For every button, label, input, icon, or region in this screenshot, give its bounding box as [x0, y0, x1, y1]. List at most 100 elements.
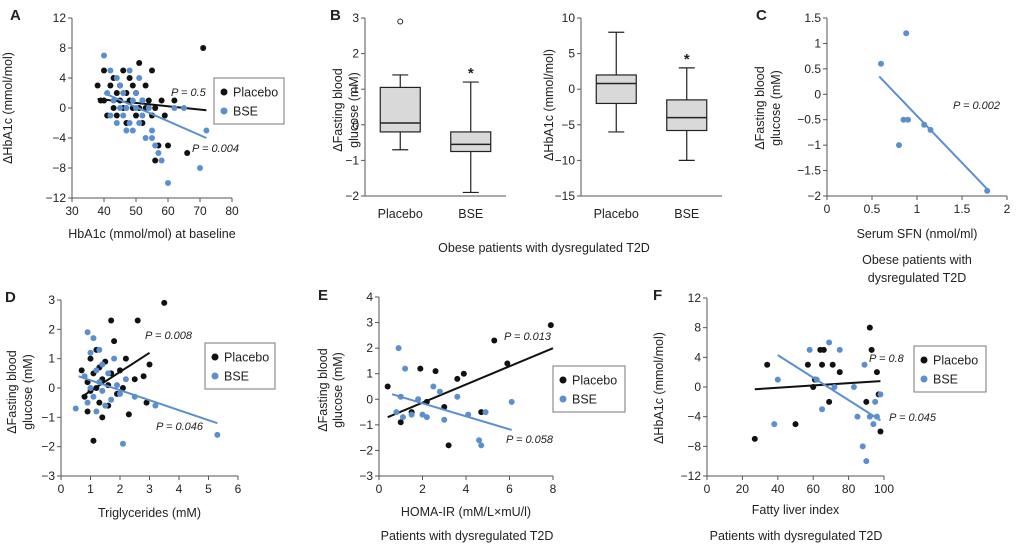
E-point-placebo [397, 419, 404, 426]
A-point-placebo [110, 105, 117, 111]
E-point-bse [476, 437, 483, 444]
F-point-bse [850, 384, 857, 390]
A-pvalue-placebo: P = 0.5 [171, 87, 207, 99]
D-point-bse [214, 431, 221, 438]
B2-box-placebo [595, 74, 637, 105]
C-panel-letter: C [756, 7, 767, 24]
D-point-bse [111, 355, 118, 362]
D-x-tick-label: 3 [146, 482, 153, 496]
E-y-axis-label-line1: ΔFasting blood [316, 348, 330, 431]
F-pvalue-placebo: P = 0.8 [869, 353, 905, 365]
E-point-bse [430, 383, 437, 390]
F-point-bse [774, 376, 781, 383]
D-legend-marker-bse [211, 372, 219, 380]
A-point-bse [165, 180, 171, 186]
D-y-tick-label: −3 [41, 469, 55, 483]
E-trendline-placebo [387, 347, 554, 419]
F-point-bse [872, 398, 879, 405]
E-point-bse [393, 409, 400, 416]
F-point-placebo [792, 421, 799, 428]
E-point-bse [508, 398, 515, 405]
A-point-bse [123, 105, 130, 111]
C-x-tick-label: 1 [914, 202, 921, 216]
D-pvalue-bse: P = 0.046 [156, 421, 204, 433]
D-point-bse [90, 335, 97, 342]
F-pvalue-bse: P = 0.045 [889, 412, 937, 424]
F-point-bse [859, 443, 866, 450]
D-point-placebo [161, 299, 168, 306]
E-y-tick-label: 4 [366, 290, 373, 304]
A-point-placebo [145, 97, 152, 104]
F-point-bse [771, 421, 778, 428]
D-point-placebo [108, 317, 115, 324]
D-point-bse [96, 346, 103, 353]
B1-significance-star-bse: * [468, 65, 474, 82]
caption-panel-e: Patients with dysregulated T2D [381, 529, 554, 543]
E-point-placebo [417, 365, 424, 372]
C-point-bse [878, 60, 884, 67]
E-x-tick-label: 0 [376, 482, 383, 496]
E-point-bse [436, 388, 443, 395]
B2-y-tick-label: −10 [555, 153, 576, 167]
D-point-bse [93, 367, 100, 374]
B1-box-placebo [379, 86, 421, 133]
D-point-placebo [134, 317, 141, 324]
A-point-placebo [184, 150, 191, 156]
E-y-tick-label: −3 [359, 469, 373, 483]
D-point-placebo [84, 408, 91, 415]
A-point-placebo [136, 60, 143, 66]
D-point-bse [84, 399, 91, 406]
A-legend-label-bse: BSE [233, 105, 258, 119]
D-legend-label-placebo: Placebo [224, 351, 269, 365]
A-point-placebo [113, 90, 120, 96]
A-x-tick-label: 30 [65, 204, 79, 218]
A-y-axis-label: ΔHbA1c (mmol/mol) [1, 52, 15, 164]
A-y-tick-label: 4 [59, 71, 66, 85]
A-point-placebo [107, 82, 114, 89]
B1-y-tick-label: 1 [352, 82, 359, 96]
F-y-tick-label: 8 [694, 321, 701, 335]
F-point-placebo [819, 361, 826, 368]
C-y-tick-label: −1.5 [797, 164, 821, 178]
C-x-tick-label: 0 [824, 202, 831, 216]
F-y-tick-label: −12 [681, 469, 702, 483]
E-point-placebo [460, 370, 467, 377]
B1-y-tick-label: 0 [352, 118, 359, 132]
A-point-bse [129, 97, 136, 104]
A-y-tick-label: 8 [59, 41, 66, 55]
D-point-placebo [99, 414, 106, 421]
E-y-tick-label: 0 [366, 392, 373, 406]
B1-box-bse [450, 131, 492, 153]
F-point-placebo [751, 435, 758, 442]
F-point-bse [870, 421, 877, 428]
E-point-placebo [445, 442, 452, 449]
C-x-tick-label: 2 [1004, 202, 1011, 216]
D-x-tick-label: 6 [235, 482, 242, 496]
C-y-axis-label-line1: ΔFasting blood [753, 66, 767, 149]
D-point-bse [99, 387, 106, 394]
A-point-bse [129, 127, 136, 134]
caption-panel-b: Obese patients with dysregulated T2D [438, 241, 650, 255]
E-legend-box [552, 365, 626, 413]
D-point-placebo [87, 355, 94, 362]
D-point-bse [87, 349, 94, 356]
F-point-placebo [866, 324, 873, 331]
E-point-bse [395, 345, 402, 352]
D-trendline-bse [78, 375, 218, 425]
caption-panel-f: Patients with dysregulated T2D [710, 529, 883, 543]
E-point-bse [441, 416, 448, 423]
E-x-axis-label: HOMA-IR (mM/L×mU/l) [401, 505, 531, 519]
A-point-placebo [133, 112, 139, 119]
D-legend-marker-placebo [211, 353, 219, 361]
caption-panel-c-line1: Obese patients with [862, 253, 972, 267]
D-point-bse [105, 370, 112, 377]
A-y-tick-label: 0 [59, 101, 66, 115]
F-point-bse [836, 346, 843, 353]
A-point-bse [139, 97, 146, 104]
E-x-tick-label: 6 [506, 482, 513, 496]
E-legend-label-bse: BSE [572, 393, 597, 407]
E-y-tick-label: 3 [366, 316, 373, 330]
B2-category-label-placebo: Placebo [594, 207, 639, 221]
A-point-placebo [129, 82, 136, 89]
